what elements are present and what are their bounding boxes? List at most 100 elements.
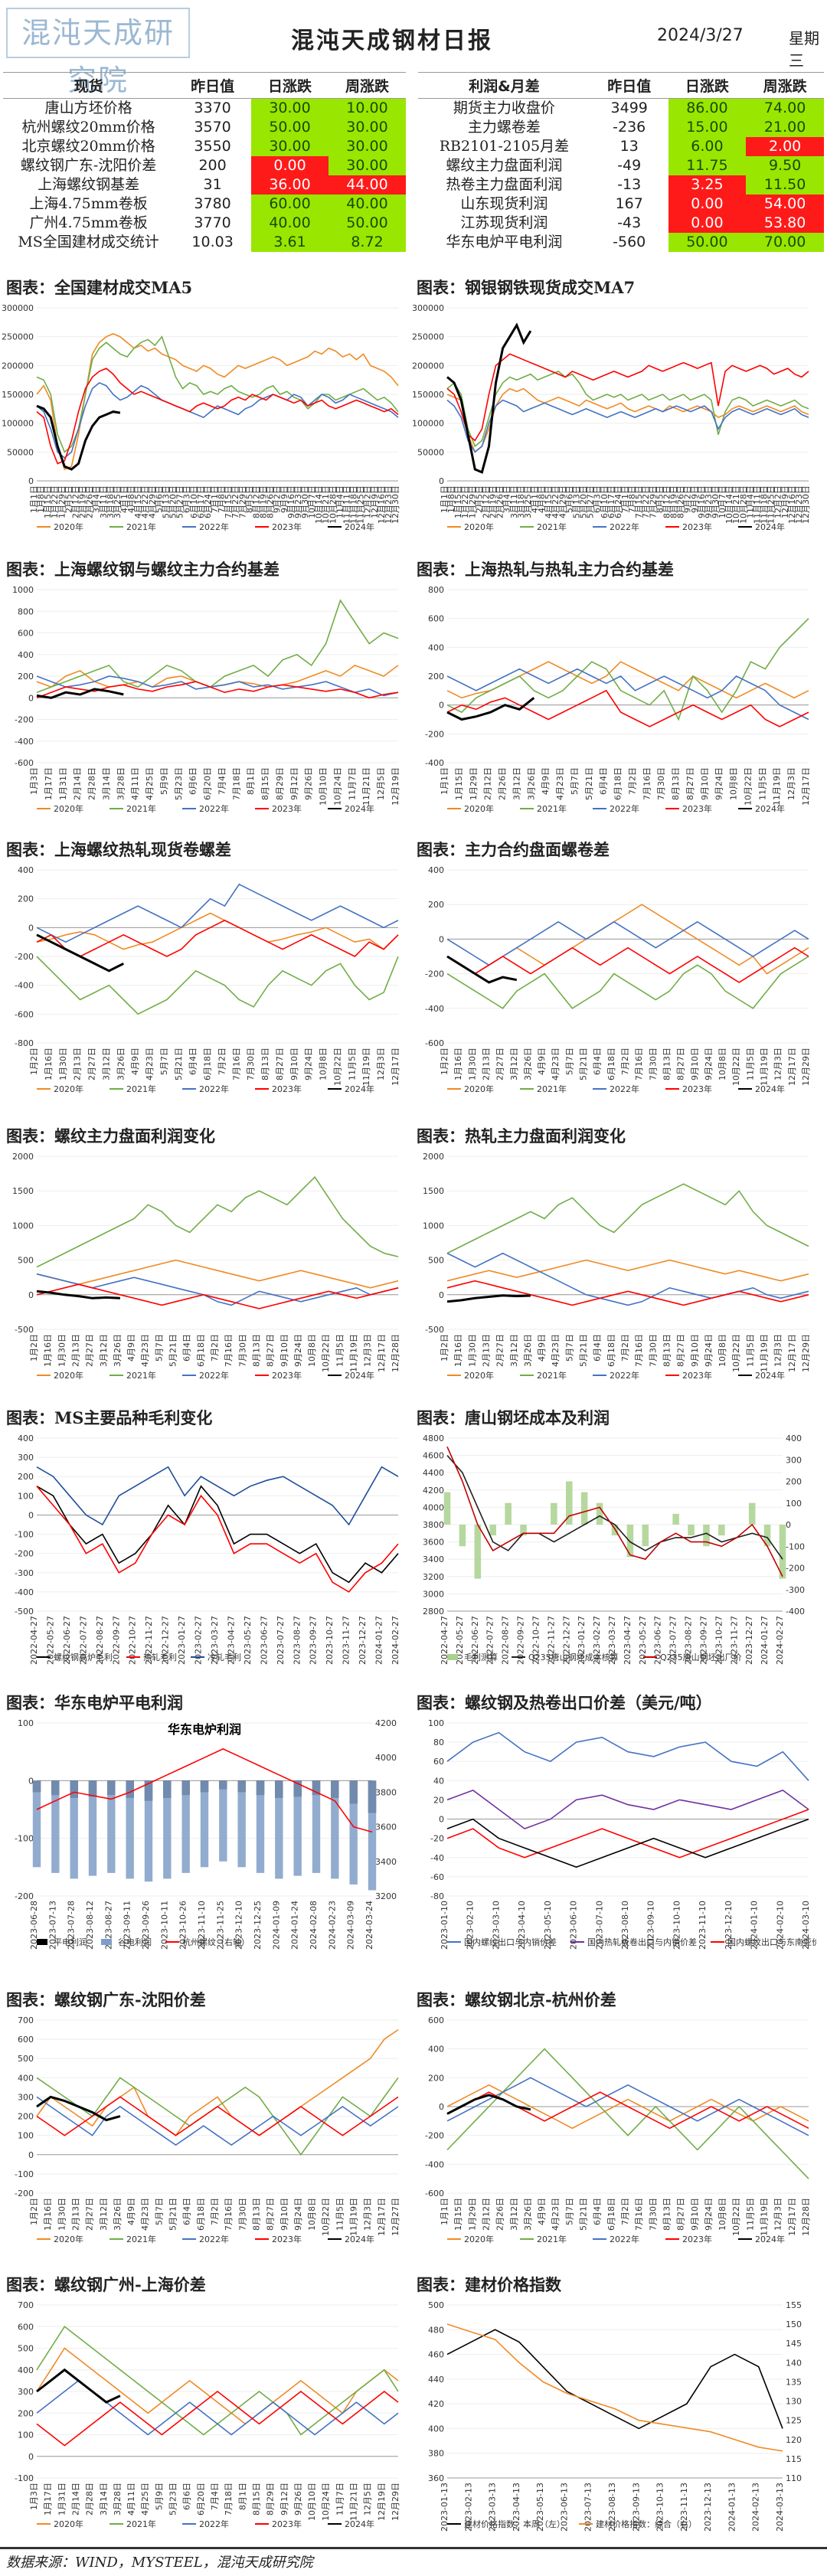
x-tick-label: 4月23日 [145,1048,155,1080]
legend: 2020年 2021年 2022年 2023年 2024年 [37,2519,374,2529]
x-tick-label: 9月16日 [697,485,707,518]
x-tick-label: 5月27日 [175,485,185,518]
y-tick-label: 4800 [423,1433,444,1443]
x-tick-label: 11月7日 [347,767,357,800]
x-tick-label: 2023-04-27 [226,1616,236,1665]
series-line-2022年 [36,2379,399,2436]
x-tick-label: 2022-07-27 [78,1616,88,1665]
x-tick-label: 9月10日 [289,1048,299,1080]
x-tick-label: 11月5日 [757,767,767,800]
x-tick-label: 2023-08-10 [620,1901,630,1950]
bar-毛利测算 [596,1502,603,1525]
x-tick-label: 5月21日 [168,2198,178,2231]
x-tick-label: 2023-10-27 [714,1616,724,1665]
x-tick-label: 1月17日 [44,767,54,800]
y-tick-label: -200 [15,1549,34,1559]
x-tick-label: 3月26日 [523,1048,533,1080]
x-tick-label: 7月16日 [634,2198,644,2231]
x-tick-label: 6月4日 [593,1048,603,1075]
y-tick-label: -200 [425,969,444,979]
y-tick-label: 0 [28,476,34,486]
bar-毛利测算 [520,1525,527,1536]
x-tick-label: 10月24日 [332,767,342,806]
legend-label: 2024年 [345,2234,374,2244]
x-tick-label: 11月5日 [347,1048,357,1080]
x-tick-label: 3月12日 [509,1048,519,1080]
cell-value: 2.00 [746,137,824,156]
legend-label: 2024年 [755,521,785,532]
x-tick-label: 12月2日 [773,485,783,518]
x-tick-label: 12月17日 [787,1334,797,1372]
x-tick-label: 3月14日 [101,767,111,800]
x-tick-label: 7月18日 [224,2483,234,2516]
axis-group: -600 -400 -200 0 200 400 600 1月1日 1月15日 1月29日 2月12… [425,2015,811,2236]
chart-svg: -500 0 500 1000 1500 2000 1月2日 1月16日 1月30日 2月13日 2… [423,1152,811,1381]
y-tick-label: 100000 [2,419,34,429]
x-tick-label: 10月8日 [717,1048,727,1080]
legend-label: 2023年 [272,2234,302,2244]
x-tick-label: 11月5日 [335,2198,345,2231]
x-tick-label: 1月31日 [58,767,68,800]
legend: 2020年 2021年 2022年 2023年 2024年 [37,521,374,532]
x-tick-label: 3月26日 [523,1334,533,1367]
x-tick-label: 2023-07-27 [276,1616,286,1665]
x-tick-label: 2月19日 [489,485,498,518]
x-tick-label: 6月17日 [606,485,616,518]
x-tick-label: 2月13日 [481,1334,491,1367]
x-tick-label: 4月9日 [537,2198,547,2225]
series-line-2021年 [446,2048,809,2179]
x-tick-label: 5月7日 [570,767,580,795]
cell-value: 3550 [194,138,231,155]
table-row: 广州4.75mm卷板 3770 40.00 50.00 [3,214,406,233]
x-tick-label: 8月13日 [251,1334,261,1367]
x-tick-label: 2023-07-28 [67,1901,77,1950]
y-tick-label: 400 [18,1433,34,1443]
report-date: 2024/3/27 [657,26,744,45]
cell-value: 13 [619,138,639,155]
y-tick-label: 600 [428,614,444,624]
x-tick-label: 4月29日 [147,485,157,518]
x-tick-label: 2月14日 [70,2483,80,2516]
series-line-2023年 [36,368,399,465]
chart-title: 图表：全国建材成交MA5 [6,278,193,297]
x-tick-label: 2月26日 [498,767,508,800]
data-source: 数据来源：WIND，MYSTEEL，混沌天成研究院 [6,2555,313,2571]
legend-label: 2023年 [682,521,712,532]
x-tick-label: 2023-01-10 [440,1901,449,1950]
x-tick-label: 8月13日 [662,1048,672,1080]
y-tick-label: -200 [425,2131,444,2141]
axis-group: 0 50000 100000 150000 200000 250000 300000 1月1日… [2,303,400,524]
y2-tick-label: -100 [786,1541,805,1551]
x-tick-label: 12月28日 [391,1334,400,1372]
x-tick-label: 9月24日 [704,2198,714,2231]
legend-label: 2024年 [345,521,374,532]
x-tick-label: 8月19日 [669,485,679,518]
x-tick-label: 7月30日 [237,2198,247,2231]
cell-value: 8.72 [329,233,406,252]
legend-label: 2023年 [682,2234,712,2244]
x-tick-label: 6月4日 [182,1334,192,1362]
x-tick-label: 2月14日 [73,767,83,800]
x-tick-label: 10月10日 [319,767,329,806]
x-tick-label: 9月12日 [289,767,299,800]
series-line-2021年 [36,335,399,453]
x-tick-label: 12月3日 [786,767,796,800]
x-tick-label: 2022-08-27 [95,1616,105,1665]
x-tick-label: 2023-08-27 [684,1616,694,1665]
y-tick-label: 300000 [412,303,444,313]
axis-group: -200 -100 0 100 200 300 400 500 600 700 1月2日 1月16日 1… [15,2015,400,2236]
y-tick-label: -200 [15,2189,34,2198]
x-tick-label: 2月26日 [495,2198,505,2231]
row-label: 山东现货利润 [460,195,548,212]
x-tick-label: 10月8日 [729,767,739,800]
x-tick-label: 5月13日 [161,485,171,518]
cell-value: 54.00 [746,195,824,214]
x-tick-label: 9月2日 [273,485,283,513]
y-tick-label: 400 [18,865,34,875]
table-row: 唐山方坯价格 3370 30.00 10.00 [3,98,406,118]
x-tick-label: 5月21日 [579,1048,589,1080]
x-tick-label: 3月26日 [523,2198,533,2231]
x-tick-label: 2023-11-25 [215,1901,225,1950]
row-label: 华东电炉平电利润 [446,234,563,250]
row-label: 杭州螺纹20mm价格 [21,119,155,136]
